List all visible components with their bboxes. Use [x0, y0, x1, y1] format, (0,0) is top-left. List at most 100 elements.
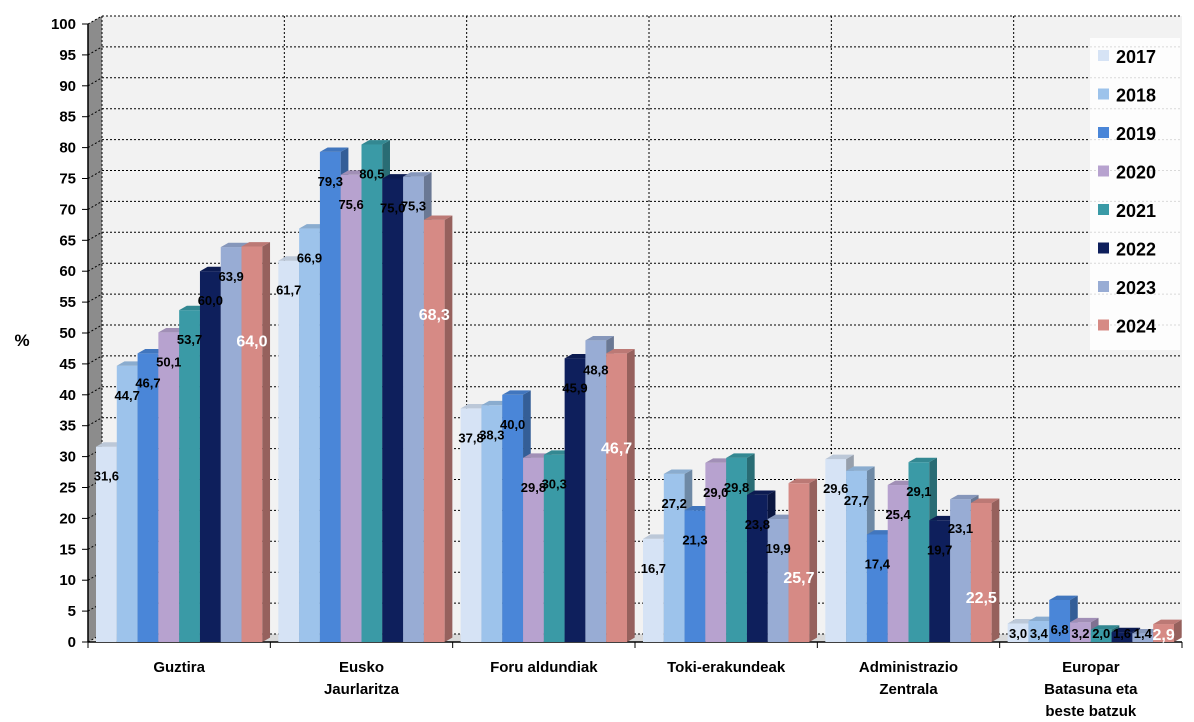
- bar-front: [523, 457, 544, 642]
- bar-front: [970, 502, 992, 642]
- data-label: 27,7: [844, 493, 869, 508]
- y-tick-label: 30: [59, 449, 76, 466]
- bar-front: [564, 358, 586, 642]
- y-tick-label: 5: [68, 603, 76, 620]
- y-tick-label: 20: [59, 510, 76, 527]
- data-label: 29,8: [724, 480, 749, 495]
- data-label: 44,7: [115, 388, 140, 403]
- y-tick-label: 100: [51, 16, 76, 33]
- legend-label: 2023: [1116, 278, 1156, 298]
- bar-top: [908, 457, 937, 463]
- legend-swatch: [1098, 281, 1109, 292]
- bar-front: [319, 151, 341, 642]
- data-label: 23,1: [948, 521, 973, 536]
- data-label: 37,8: [458, 430, 483, 445]
- y-tick-label: 50: [59, 325, 76, 342]
- legend-swatch: [1098, 165, 1109, 177]
- y-tick-label: 80: [59, 140, 76, 157]
- bar-front: [643, 538, 664, 642]
- legend-swatch: [1098, 88, 1109, 100]
- data-label: 2,0: [1092, 626, 1110, 641]
- legend-swatch: [1098, 242, 1109, 254]
- bar-front: [1049, 599, 1071, 642]
- bar-front: [705, 462, 727, 642]
- data-label: 19,9: [765, 541, 790, 556]
- data-label: 1,4: [1134, 626, 1153, 641]
- bar-top: [1111, 627, 1141, 633]
- legend-label: 2024: [1116, 317, 1156, 337]
- bar-top: [502, 390, 531, 395]
- gridline-side: [87, 108, 103, 118]
- data-label: 46,7: [601, 440, 632, 457]
- y-tick-label: 10: [59, 572, 76, 589]
- bar-top: [1049, 595, 1078, 600]
- bar-front: [278, 260, 300, 642]
- data-label: 61,7: [276, 283, 301, 298]
- bar-top: [403, 172, 432, 177]
- y-tick-label: 85: [59, 109, 76, 126]
- data-label: 79,3: [318, 174, 343, 189]
- legend-label: 2019: [1116, 124, 1156, 144]
- legend-label: 2018: [1116, 86, 1156, 106]
- gridline-side: [87, 46, 103, 56]
- bar-top: [241, 242, 271, 247]
- legend-label: 2017: [1116, 47, 1156, 67]
- y-tick-label: 65: [59, 232, 76, 249]
- x-tick-label: Administrazio: [859, 659, 958, 676]
- legend-label: 2021: [1116, 201, 1156, 221]
- bar-top: [1070, 617, 1099, 623]
- data-label: 40,0: [500, 417, 525, 432]
- bar-top: [726, 453, 755, 458]
- data-label: 80,5: [359, 167, 384, 182]
- data-label: 25,4: [885, 507, 911, 522]
- data-label: 6,8: [1051, 622, 1069, 637]
- y-tick-label: 35: [59, 418, 76, 435]
- bar-front: [1153, 624, 1174, 642]
- data-label: 64,0: [236, 333, 267, 350]
- x-tick-label: beste batzuk: [1045, 703, 1137, 720]
- y-tick-label: 0: [68, 634, 76, 651]
- bar-front: [950, 499, 971, 642]
- bar-front: [543, 454, 565, 642]
- y-tick-label: 45: [59, 356, 76, 373]
- bar-top: [1153, 619, 1182, 625]
- bar-front: [403, 176, 424, 642]
- data-label: 17,4: [865, 556, 891, 571]
- gridline-side: [87, 231, 103, 241]
- data-label: 21,3: [682, 532, 707, 547]
- bar: [241, 242, 271, 643]
- bar-side: [262, 242, 271, 642]
- data-label: 2,9: [1152, 627, 1174, 644]
- data-label: 29,1: [906, 484, 931, 499]
- bar-front: [726, 457, 747, 642]
- bar-front: [481, 405, 503, 642]
- data-label: 23,8: [745, 517, 770, 532]
- bar: [788, 478, 818, 642]
- bar-front: [1070, 622, 1091, 642]
- data-label: 75,0: [380, 201, 405, 216]
- bar-top: [663, 469, 693, 474]
- bar-front: [96, 446, 117, 642]
- data-label: 60,0: [198, 293, 223, 308]
- bar-top: [1090, 625, 1120, 630]
- data-label: 68,3: [419, 307, 450, 324]
- bar: [606, 348, 635, 642]
- data-label: 63,9: [218, 269, 243, 284]
- bar-side: [991, 498, 1000, 642]
- bar-front: [1028, 620, 1050, 642]
- bar-top: [746, 490, 776, 495]
- data-label: 66,9: [297, 251, 322, 266]
- data-label: 3,2: [1071, 626, 1089, 641]
- bar-front: [746, 494, 768, 642]
- bar-front: [220, 247, 242, 642]
- x-tick-label: Toki-erakundeak: [667, 659, 786, 676]
- data-label: 25,7: [783, 570, 814, 587]
- x-tick-label: Foru aldundiak: [490, 659, 598, 676]
- y-tick-label: 55: [59, 294, 76, 311]
- bar-top: [423, 215, 453, 220]
- y-tick-label: 70: [59, 201, 76, 218]
- bar-top: [950, 494, 979, 500]
- bar: [423, 215, 453, 643]
- bar-front: [908, 462, 930, 642]
- bar-front: [199, 271, 221, 642]
